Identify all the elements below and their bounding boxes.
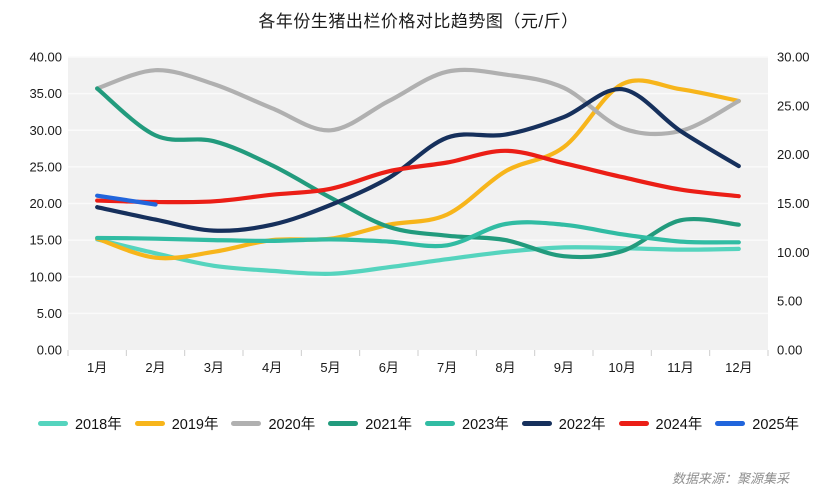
legend: 2018年 2019年 2020年 2021年 2023年 2022年 2024年 2025年 xyxy=(0,413,837,434)
legend-label: 2021年 xyxy=(365,417,412,433)
y-axis-left-label: 30.00 xyxy=(29,123,62,138)
legend-item-2020[interactable]: 2020年 xyxy=(231,413,315,434)
y-axis-left-label: 35.00 xyxy=(29,86,62,101)
y-axis-left-label: 20.00 xyxy=(29,196,62,211)
legend-label: 2020年 xyxy=(268,417,316,433)
x-axis-label: 4月 xyxy=(262,360,282,375)
legend-label: 2019年 xyxy=(171,417,219,433)
x-axis-label: 3月 xyxy=(204,360,224,375)
x-axis-label: 10月 xyxy=(608,360,635,375)
series-line-2022 xyxy=(95,87,741,233)
x-axis-label: 11月 xyxy=(667,360,694,375)
y-axis-right-label: 10.00 xyxy=(777,245,810,260)
x-axis-label: 8月 xyxy=(495,360,515,375)
y-axis-right-label: 30.00 xyxy=(777,50,810,65)
series-line-2020 xyxy=(95,67,741,137)
y-axis-right-label: 20.00 xyxy=(777,147,810,162)
legend-item-2018[interactable]: 2018年 xyxy=(37,413,122,434)
legend-swatch-2023 xyxy=(425,421,455,426)
legend-item-2021[interactable]: 2021年 xyxy=(328,413,412,434)
x-axis-label: 7月 xyxy=(437,360,457,375)
x-axis-label: 1月 xyxy=(87,360,107,375)
legend-label: 2025年 xyxy=(752,417,800,433)
y-axis-right-label: 5.00 xyxy=(777,294,802,309)
legend-item-2024[interactable]: 2024年 xyxy=(618,413,703,434)
legend-label: 2022年 xyxy=(558,417,606,433)
legend-item-2025[interactable]: 2025年 xyxy=(715,413,799,434)
legend-label: 2024年 xyxy=(655,417,703,433)
trend-chart: 0.00 5.00 10.00 15.00 20.00 25.00 30.00 35.00 40… xyxy=(29,50,810,376)
y-axis-right-label: 25.00 xyxy=(777,98,810,113)
legend-swatch-2021 xyxy=(328,421,359,426)
legend-item-2023[interactable]: 2023年 xyxy=(425,413,509,434)
y-axis-right-label: 0.00 xyxy=(777,343,802,358)
legend-swatch-2022 xyxy=(521,421,552,426)
y-axis-left-label: 25.00 xyxy=(29,159,62,174)
series-line-2023 xyxy=(95,220,741,249)
legend-swatch-2019 xyxy=(134,421,165,426)
x-axis-label: 2月 xyxy=(145,360,165,375)
chart-title: 各年份生猪出栏价格对比趋势图（元/斤） xyxy=(258,12,579,31)
legend-swatch-2024 xyxy=(618,421,649,426)
y-axis-left-label: 40.00 xyxy=(29,50,62,65)
y-axis-left-label: 0.00 xyxy=(37,343,62,358)
legend-swatch-2020 xyxy=(231,421,262,426)
x-axis-label: 5月 xyxy=(320,360,340,375)
y-axis-left-label: 10.00 xyxy=(29,269,62,284)
legend-swatch-2018 xyxy=(37,421,68,426)
series-line-2024 xyxy=(95,148,741,205)
legend-item-2019[interactable]: 2019年 xyxy=(134,413,219,434)
x-axis-label: 12月 xyxy=(725,360,752,375)
series-line-2019 xyxy=(95,78,741,261)
legend-label: 2023年 xyxy=(462,417,509,433)
y-axis-right-label: 15.00 xyxy=(777,196,810,211)
source-note: 数据来源：聚源集采 xyxy=(671,471,789,486)
legend-item-2022[interactable]: 2022年 xyxy=(521,413,606,434)
series-line-2021 xyxy=(95,86,741,260)
legend-label: 2018年 xyxy=(74,417,122,433)
x-axis-label: 6月 xyxy=(379,360,399,375)
x-axis-label: 9月 xyxy=(554,360,574,375)
series-line-2025 xyxy=(95,193,158,207)
legend-swatch-2025 xyxy=(715,421,746,426)
y-axis-left-label: 15.00 xyxy=(29,233,62,248)
y-axis-left-label: 5.00 xyxy=(37,306,62,321)
